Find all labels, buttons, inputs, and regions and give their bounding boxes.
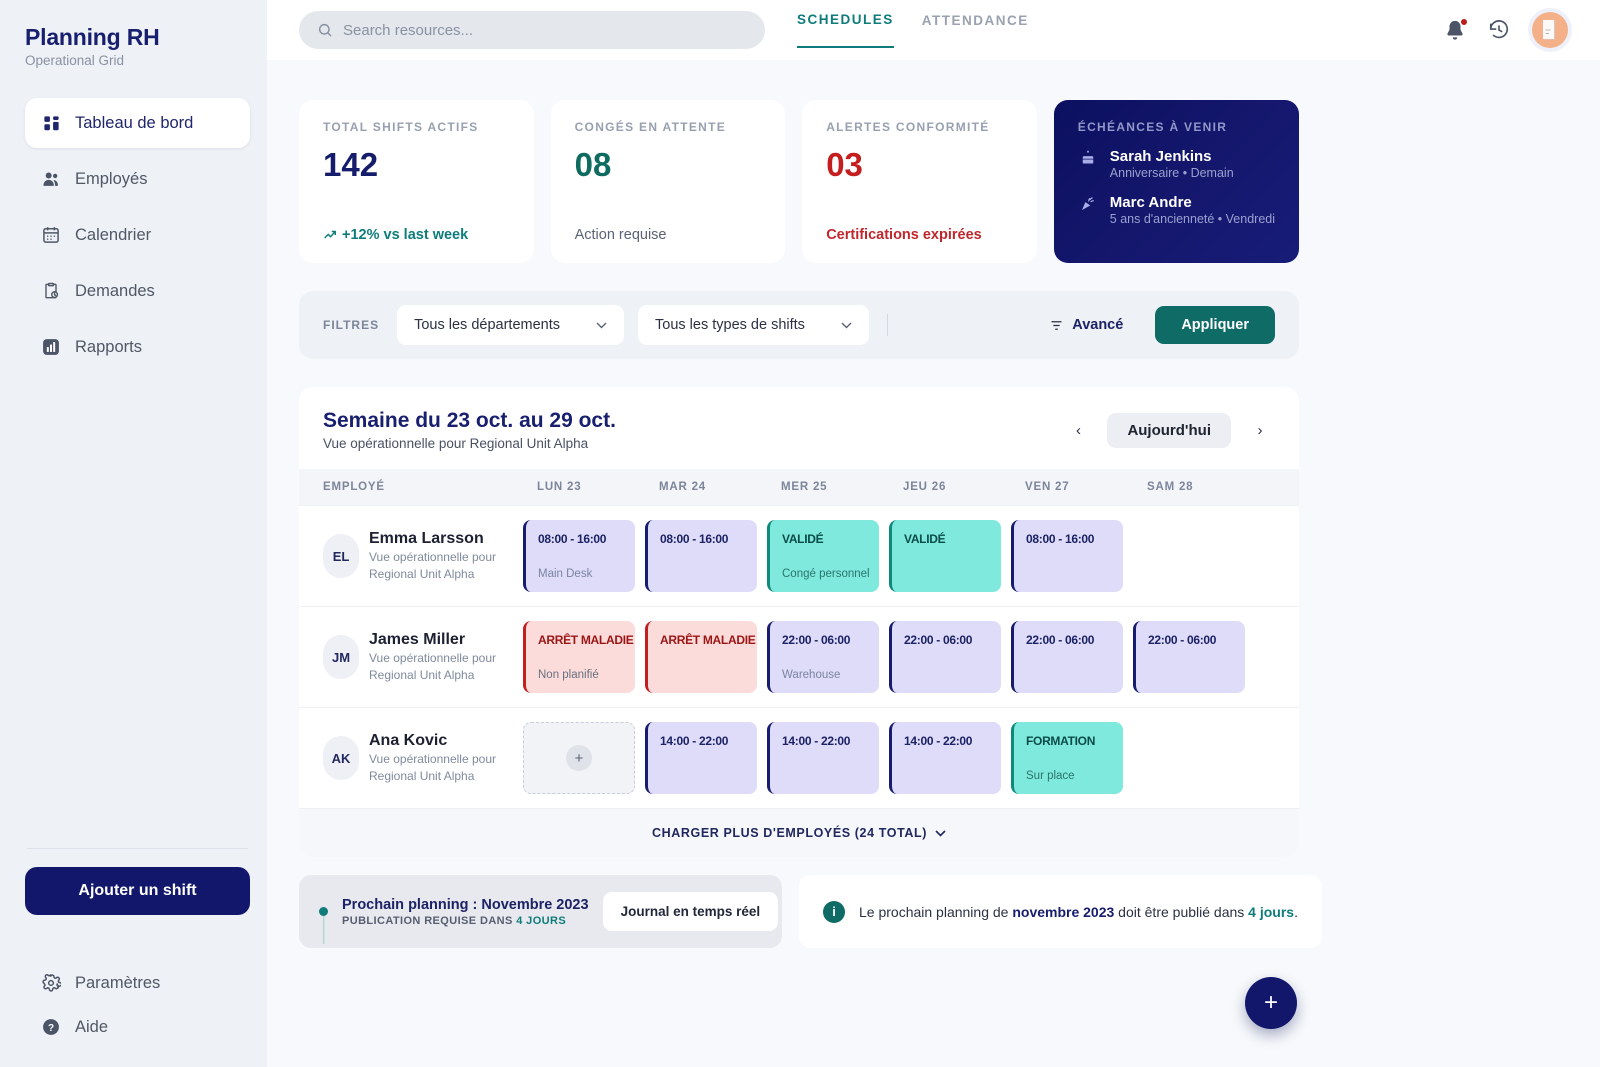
svg-text:?: ?: [48, 1023, 54, 1034]
